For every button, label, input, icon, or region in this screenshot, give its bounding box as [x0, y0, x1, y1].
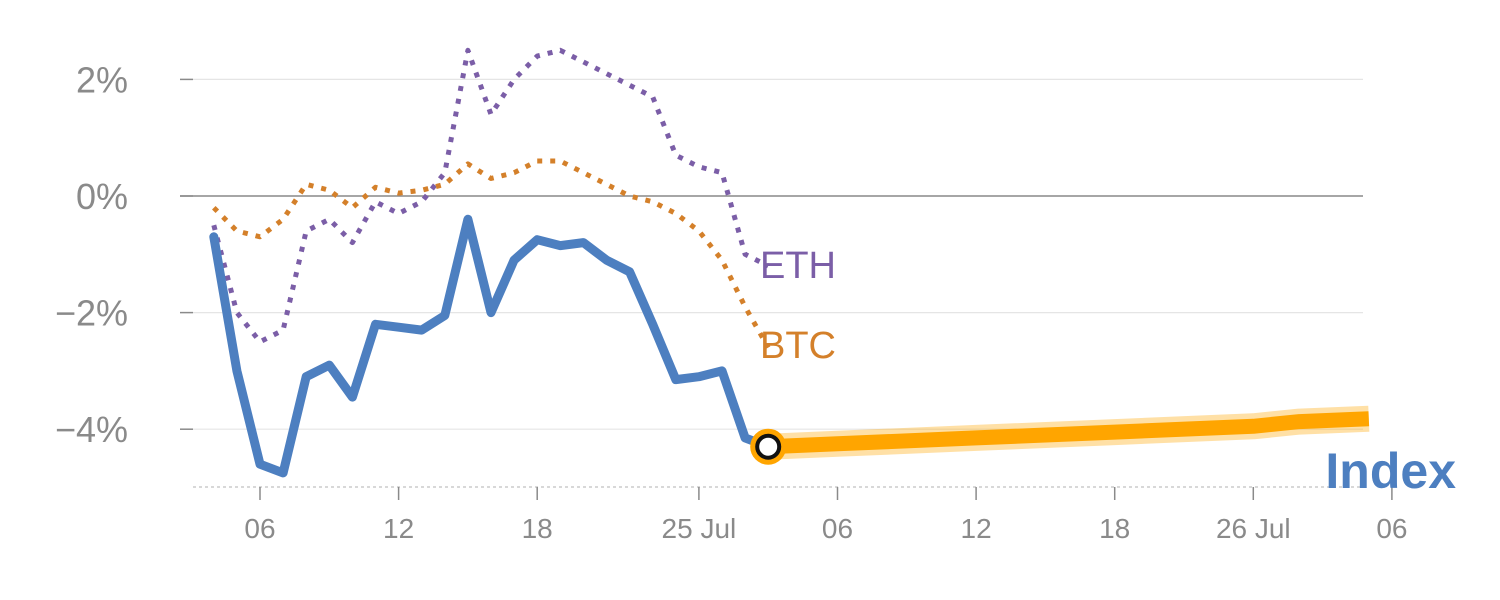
axis-layer: 2% 0% −2% −4% 06 12 18 25 Jul 06 12 18 26 Jul 06: [55, 59, 1408, 544]
index-series-label: Index: [1325, 443, 1456, 499]
x-tick-label: 25 Jul: [662, 513, 737, 544]
y-tick-label: 0%: [76, 176, 128, 217]
eth-series-label: ETH: [760, 245, 836, 287]
x-tick-label: 18: [522, 513, 553, 544]
x-tick-label: 18: [1099, 513, 1130, 544]
x-tick-label: 06: [1376, 513, 1407, 544]
projection-line: [767, 411, 1370, 455]
series-layer: [209, 47, 1370, 478]
y-tick-label: −4%: [55, 409, 128, 450]
x-tick-label: 06: [822, 513, 853, 544]
y-tick-label: −2%: [55, 293, 128, 334]
x-tick-label: 12: [961, 513, 992, 544]
btc-series-line: [212, 158, 771, 349]
index-series-line: [209, 214, 773, 478]
x-tick-label: 26 Jul: [1216, 513, 1291, 544]
y-tick-label: 2%: [76, 59, 128, 100]
current-value-marker: [755, 433, 782, 460]
x-tick-label: 06: [244, 513, 275, 544]
btc-series-label: BTC: [760, 325, 836, 367]
x-tick-label: 12: [383, 513, 414, 544]
